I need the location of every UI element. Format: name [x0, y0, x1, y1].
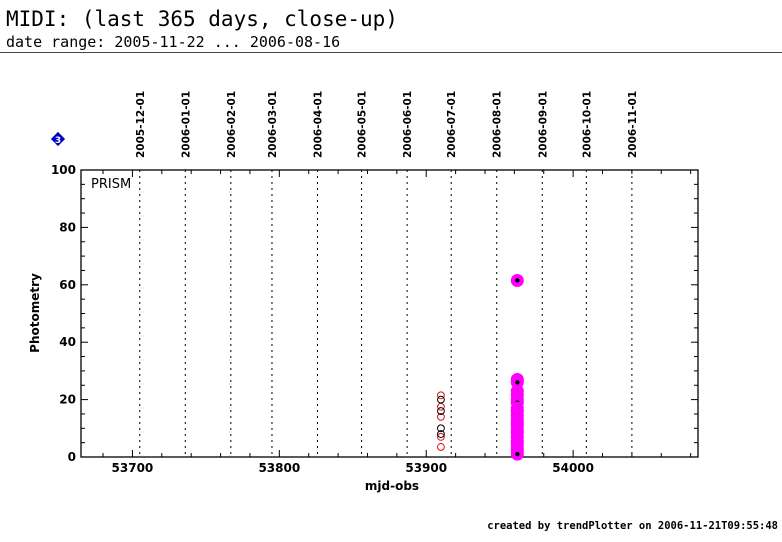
data-point — [437, 412, 445, 421]
y-tick-label: 20 — [59, 393, 76, 407]
y-tick-label: 40 — [59, 335, 76, 349]
data-point — [437, 395, 445, 404]
data-point — [437, 407, 445, 415]
date-range-subtitle: date range: 2005-11-22 ... 2006-08-16 — [6, 33, 341, 51]
data-point — [515, 380, 520, 385]
y-tick-label: 0 — [68, 450, 76, 464]
y-tick-label: 100 — [51, 163, 76, 177]
x-axis-label: mjd-obs — [365, 479, 419, 493]
x-tick-label: 54000 — [552, 461, 594, 475]
month-label: 2006-06-01 — [402, 91, 414, 158]
badge-label: 3 — [55, 136, 61, 146]
badge-icon[interactable]: 3 — [50, 131, 66, 147]
x-tick-label: 53700 — [112, 461, 154, 475]
footer-credit: created by trendPlotter on 2006-11-21T09… — [487, 520, 778, 532]
month-label: 2006-11-01 — [627, 91, 639, 158]
x-tick-label: 53800 — [258, 461, 300, 475]
panel-label: PRISM — [91, 177, 131, 192]
month-label: 2006-03-01 — [267, 91, 279, 158]
data-point — [437, 443, 445, 451]
month-label: 2005-12-01 — [135, 91, 147, 158]
data-point — [437, 391, 445, 400]
header-divider — [0, 52, 782, 53]
month-label: 2006-10-01 — [581, 91, 593, 158]
y-tick-label: 80 — [59, 220, 76, 234]
y-tick-label: 60 — [59, 278, 76, 292]
y-axis-label: Photometry — [28, 273, 42, 353]
data-point — [515, 278, 520, 283]
data-point — [437, 424, 445, 433]
month-label: 2006-02-01 — [226, 91, 238, 158]
month-label: 2006-01-01 — [180, 91, 192, 158]
month-label: 2006-07-01 — [446, 91, 458, 158]
x-tick-label: 53900 — [405, 461, 447, 475]
month-label: 2006-08-01 — [492, 91, 504, 158]
month-label: 2006-09-01 — [537, 91, 549, 158]
data-point — [515, 451, 520, 457]
page-title: MIDI: (last 365 days, close-up) — [6, 7, 398, 31]
data-point — [437, 433, 445, 441]
data-point — [437, 430, 445, 438]
plot-frame — [80, 169, 699, 458]
month-label: 2006-05-01 — [357, 91, 369, 158]
month-label: 2006-04-01 — [313, 91, 325, 158]
